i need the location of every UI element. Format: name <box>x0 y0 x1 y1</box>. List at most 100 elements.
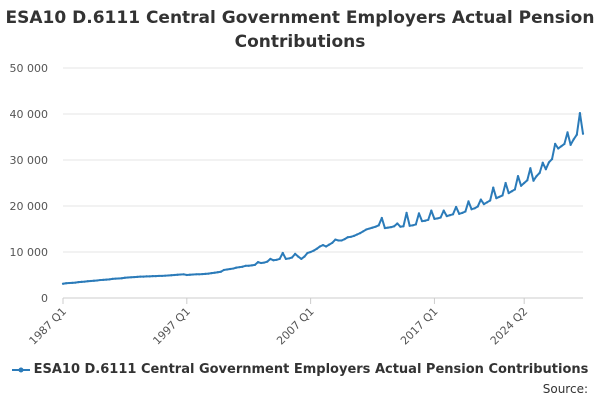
data-point[interactable] <box>99 278 102 282</box>
data-point[interactable] <box>235 266 238 269</box>
data-point[interactable] <box>448 214 451 217</box>
data-point[interactable] <box>272 259 275 262</box>
data-point[interactable] <box>346 236 349 239</box>
data-point[interactable] <box>247 264 250 267</box>
data-point[interactable] <box>315 247 318 250</box>
data-point[interactable] <box>424 219 427 222</box>
data-point[interactable] <box>554 142 557 145</box>
data-point[interactable] <box>420 220 424 223</box>
data-point[interactable] <box>473 207 476 210</box>
data-point[interactable] <box>145 275 148 278</box>
data-point[interactable] <box>495 197 498 200</box>
data-point[interactable] <box>526 179 529 182</box>
data-point[interactable] <box>294 252 297 255</box>
data-point[interactable] <box>207 272 210 275</box>
data-point[interactable] <box>529 167 532 170</box>
data-point[interactable] <box>105 278 108 281</box>
data-point[interactable] <box>411 224 414 227</box>
data-point[interactable] <box>535 175 538 178</box>
data-point[interactable] <box>238 266 241 269</box>
data-point[interactable] <box>433 217 436 220</box>
data-point[interactable] <box>157 274 161 278</box>
data-point[interactable] <box>359 232 362 235</box>
data-point[interactable] <box>365 228 368 231</box>
data-point[interactable] <box>71 281 74 284</box>
data-point[interactable] <box>151 275 154 278</box>
data-point[interactable] <box>300 257 303 260</box>
series-line[interactable] <box>62 112 584 285</box>
data-point[interactable] <box>393 225 396 228</box>
data-point[interactable] <box>244 264 247 267</box>
data-point[interactable] <box>167 274 170 277</box>
data-point[interactable] <box>507 192 510 195</box>
data-point[interactable] <box>74 281 77 284</box>
data-point[interactable] <box>92 279 96 282</box>
data-point[interactable] <box>290 256 294 259</box>
data-point[interactable] <box>362 230 365 233</box>
data-point[interactable] <box>325 245 328 248</box>
data-point[interactable] <box>281 251 284 255</box>
data-point[interactable] <box>61 282 65 285</box>
data-point[interactable] <box>297 255 300 258</box>
data-point[interactable] <box>563 142 566 145</box>
data-point[interactable] <box>417 212 421 215</box>
data-point[interactable] <box>328 243 331 246</box>
data-point[interactable] <box>368 227 371 230</box>
data-point[interactable] <box>572 138 575 141</box>
data-point[interactable] <box>334 238 337 241</box>
data-point[interactable] <box>182 273 185 276</box>
data-point[interactable] <box>160 274 164 278</box>
data-point[interactable] <box>489 199 492 202</box>
data-point[interactable] <box>306 251 309 255</box>
data-point[interactable] <box>154 275 157 278</box>
data-point[interactable] <box>263 261 266 264</box>
data-point[interactable] <box>349 235 352 238</box>
data-point[interactable] <box>343 238 346 241</box>
data-point[interactable] <box>210 272 213 275</box>
data-point[interactable] <box>216 271 219 274</box>
data-point[interactable] <box>253 263 256 266</box>
data-point[interactable] <box>544 168 547 171</box>
data-point[interactable] <box>275 258 278 261</box>
data-point[interactable] <box>442 209 445 212</box>
data-point[interactable] <box>133 275 136 279</box>
data-point[interactable] <box>532 179 535 182</box>
data-point[interactable] <box>318 245 321 248</box>
data-point[interactable] <box>464 210 467 213</box>
series-group[interactable] <box>61 111 585 285</box>
data-point[interactable] <box>513 188 517 191</box>
data-point[interactable] <box>250 264 253 267</box>
data-point[interactable] <box>427 218 430 221</box>
data-point[interactable] <box>445 215 448 218</box>
data-point[interactable] <box>331 241 334 244</box>
data-point[interactable] <box>95 279 99 282</box>
data-point[interactable] <box>260 261 263 265</box>
data-point[interactable] <box>83 280 86 283</box>
data-point[interactable] <box>371 226 374 229</box>
data-point[interactable] <box>213 271 216 274</box>
data-point[interactable] <box>399 225 402 228</box>
data-point[interactable] <box>374 225 377 228</box>
data-point[interactable] <box>185 273 188 277</box>
data-point[interactable] <box>538 171 541 174</box>
data-point[interactable] <box>390 226 393 229</box>
data-point[interactable] <box>470 208 473 211</box>
data-point[interactable] <box>479 198 482 201</box>
data-point[interactable] <box>485 201 489 204</box>
data-point[interactable] <box>269 257 272 260</box>
data-point[interactable] <box>408 224 411 227</box>
data-point[interactable] <box>241 265 244 268</box>
data-point[interactable] <box>516 175 520 178</box>
data-point[interactable] <box>232 267 235 270</box>
data-point[interactable] <box>256 261 260 264</box>
legend[interactable]: ESA10 D.6111 Central Government Employer… <box>0 362 600 377</box>
data-point[interactable] <box>352 234 356 237</box>
data-point[interactable] <box>198 273 201 276</box>
data-point[interactable] <box>176 273 179 276</box>
data-point[interactable] <box>287 257 291 260</box>
data-point[interactable] <box>222 268 226 272</box>
data-point[interactable] <box>142 275 145 278</box>
data-point[interactable] <box>126 276 130 279</box>
data-point[interactable] <box>501 194 504 197</box>
data-point[interactable] <box>541 161 544 164</box>
